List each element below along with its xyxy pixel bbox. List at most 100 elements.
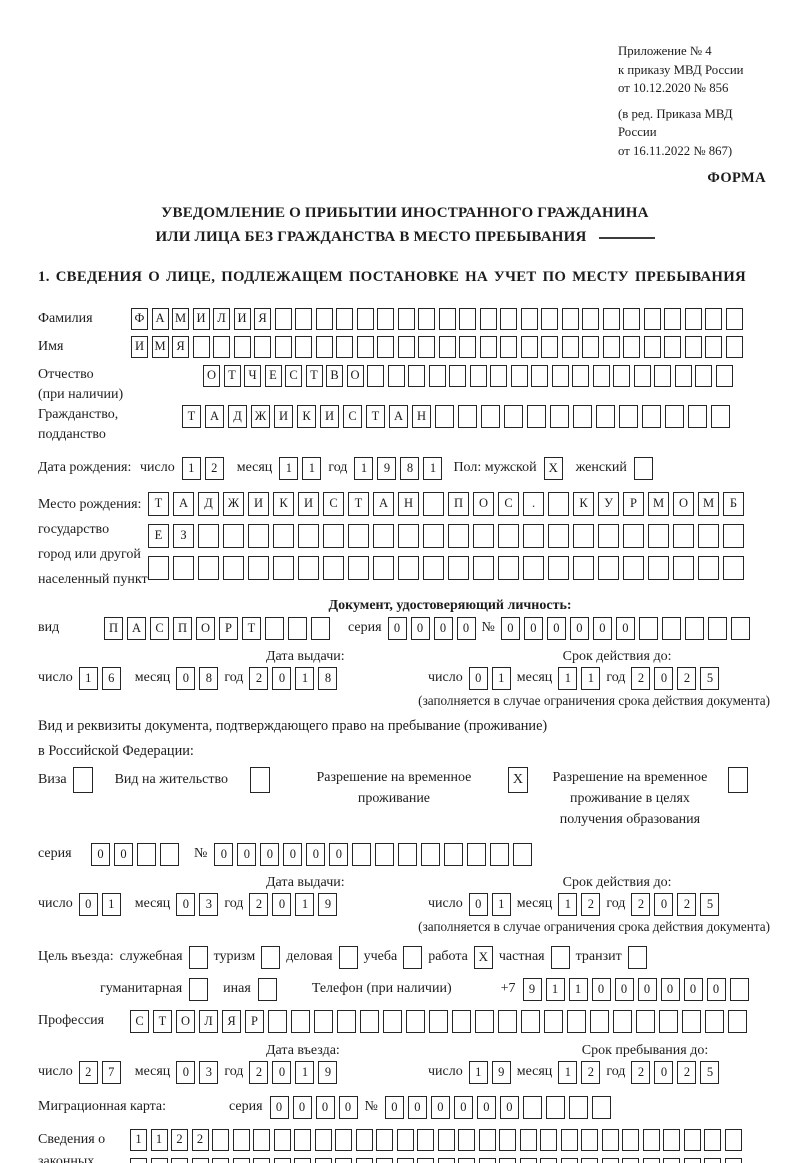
char-cell[interactable]: М [172,307,189,330]
char-cell[interactable]: 1 [78,666,98,690]
char-cell[interactable] [449,364,466,387]
char-cell[interactable]: Л [213,307,230,330]
char-cell[interactable] [548,523,569,548]
char-cell[interactable]: 2 [249,892,269,916]
char-cell[interactable]: 0 [306,842,326,866]
char-cell[interactable] [572,364,589,387]
char-cell[interactable]: П [448,491,469,516]
char-cell[interactable]: 1 [558,892,578,916]
char-cell[interactable]: П [104,616,123,640]
char-cell[interactable]: А [151,307,169,330]
char-cell[interactable]: 8 [318,666,338,690]
char-cell[interactable]: К [297,404,316,428]
char-cell[interactable]: 2 [631,666,651,690]
char-cell[interactable]: 7 [101,1060,121,1084]
char-cell[interactable]: 9 [377,456,397,480]
char-cell[interactable] [560,1128,578,1151]
char-cell[interactable] [478,1157,496,1163]
char-cell[interactable] [683,1157,701,1163]
char-cell[interactable]: К [573,491,594,516]
char-cell[interactable] [498,523,519,548]
char-cell[interactable]: 1 [558,666,578,690]
char-cell[interactable] [198,523,219,548]
char-cell[interactable]: Т [153,1009,172,1033]
char-cell[interactable] [356,335,374,358]
char-cell[interactable]: 0 [283,842,303,866]
char-cell[interactable]: А [173,491,194,516]
char-cell[interactable] [642,1157,660,1163]
char-cell[interactable] [729,977,749,1001]
char-cell[interactable] [490,364,507,387]
char-cell[interactable] [498,1009,517,1033]
char-cell[interactable]: 1 [558,1060,578,1084]
char-cell[interactable]: 0 [523,616,543,640]
char-cell[interactable]: 1 [295,1060,315,1084]
char-cell[interactable]: 5 [700,666,720,690]
char-cell[interactable] [642,1128,660,1151]
char-cell[interactable] [274,335,292,358]
char-cell[interactable]: У [598,491,619,516]
char-cell[interactable] [273,1128,291,1151]
char-cell[interactable] [160,842,179,866]
char-cell[interactable] [550,945,570,969]
char-cell[interactable] [654,364,671,387]
char-cell[interactable] [627,945,647,969]
char-cell[interactable] [664,335,681,358]
char-cell[interactable]: 9 [491,1060,511,1084]
char-cell[interactable] [444,842,464,866]
char-cell[interactable] [704,1157,721,1163]
char-cell[interactable]: 2 [191,1128,209,1151]
char-cell[interactable] [623,555,644,580]
char-cell[interactable]: 0 [114,842,133,866]
char-cell[interactable]: В [326,364,343,387]
char-cell[interactable] [513,842,533,866]
char-cell[interactable] [561,335,579,358]
char-cell[interactable] [192,335,210,358]
char-cell[interactable] [500,335,517,358]
char-cell[interactable]: 0 [591,977,611,1001]
char-cell[interactable]: . [523,491,544,516]
char-cell[interactable] [633,364,651,387]
char-cell[interactable]: 2 [677,892,697,916]
char-cell[interactable]: 8 [400,456,420,480]
char-cell[interactable] [406,1009,425,1033]
char-cell[interactable]: 8 [199,666,219,690]
char-cell[interactable]: 0 [546,616,566,640]
char-cell[interactable]: 0 [176,1060,196,1084]
char-cell[interactable]: Р [623,491,644,516]
char-cell[interactable]: 2 [171,1128,188,1151]
char-cell[interactable]: 1 [279,456,299,480]
char-cell[interactable] [212,1157,229,1163]
char-cell[interactable] [408,364,425,387]
char-cell[interactable]: Д [198,491,219,516]
char-cell[interactable]: 0 [654,892,674,916]
char-cell[interactable]: 0 [468,666,488,690]
char-cell[interactable] [560,1157,578,1163]
char-cell[interactable] [622,1128,639,1151]
char-cell[interactable] [268,1009,287,1033]
char-cell[interactable]: 0 [407,1095,427,1119]
char-cell[interactable]: М [648,491,669,516]
char-cell[interactable] [519,1157,537,1163]
char-cell[interactable]: 0 [214,842,234,866]
char-cell[interactable] [295,307,312,330]
char-cell[interactable] [648,555,669,580]
char-cell[interactable]: 2 [631,1060,651,1084]
char-cell[interactable] [291,1009,310,1033]
char-cell[interactable] [698,555,719,580]
char-cell[interactable] [481,404,500,428]
char-cell[interactable] [348,555,369,580]
char-cell[interactable] [498,555,519,580]
char-cell[interactable]: О [203,364,220,387]
char-cell[interactable] [315,335,333,358]
char-cell[interactable] [723,555,744,580]
char-cell[interactable] [475,1009,494,1033]
char-cell[interactable]: 0 [78,892,98,916]
char-cell[interactable]: Ж [223,491,244,516]
char-cell[interactable] [728,1009,747,1033]
char-cell[interactable] [435,404,454,428]
char-cell[interactable]: 3 [199,892,219,916]
char-cell[interactable] [423,491,444,516]
char-cell[interactable] [674,364,692,387]
char-cell[interactable]: 0 [476,1095,496,1119]
